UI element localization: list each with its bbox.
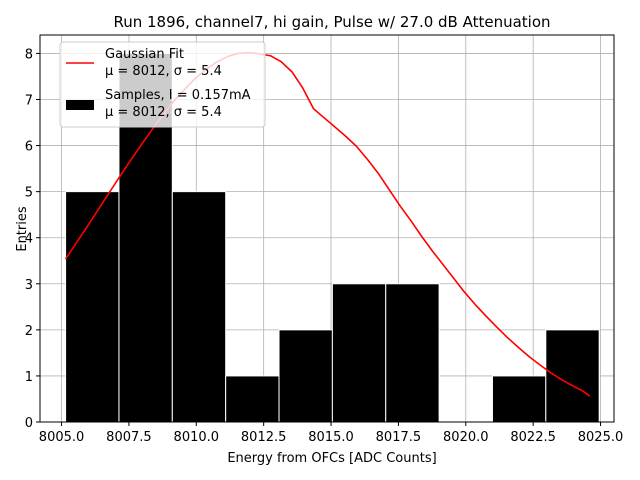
histogram-bar-9 <box>545 329 600 423</box>
legend-samples-swatch <box>66 100 94 110</box>
y-tick-label-6: 6 <box>25 140 33 155</box>
y-tick-label-2: 2 <box>25 324 33 339</box>
x-tick-label-1: 8007.5 <box>106 430 152 445</box>
histogram-bar-6 <box>385 283 440 423</box>
x-tick-label-2: 8010.0 <box>174 430 220 445</box>
legend-samples-name: Samples, I = 0.157mA <box>105 88 251 103</box>
histogram-bar-0 <box>65 191 120 423</box>
histogram-bar-3 <box>225 375 280 423</box>
y-axis-label: Entries <box>15 206 30 252</box>
legend-samples-stats: μ = 8012, σ = 5.4 <box>105 105 222 120</box>
x-tick-label-7: 8022.5 <box>510 430 556 445</box>
legend: Gaussian Fit μ = 8012, σ = 5.4 Samples, I … <box>59 41 266 128</box>
legend-box <box>59 41 266 128</box>
y-tick-label-8: 8 <box>25 47 33 62</box>
legend-fit-stats: μ = 8012, σ = 5.4 <box>105 64 222 79</box>
y-tick-label-4: 4 <box>25 232 33 247</box>
legend-fit-name: Gaussian Fit <box>105 47 184 62</box>
chart-title: Run 1896, channel7, hi gain, Pulse w/ 27… <box>113 13 550 31</box>
plot-area: 8005.0 8007.5 8010.0 8012.5 8015.0 8017.5 8020… <box>25 34 624 445</box>
y-tick-label-3: 3 <box>25 278 33 293</box>
y-tick-label-1: 1 <box>25 370 33 385</box>
histogram-bar-4 <box>278 329 333 423</box>
y-tick-label-0: 0 <box>25 416 33 431</box>
x-tick-label-4: 8015.0 <box>308 430 354 445</box>
histogram-bar-5 <box>331 283 387 423</box>
x-axis-label: Energy from OFCs [ADC Counts] <box>227 451 436 466</box>
y-tick-label-5: 5 <box>25 186 33 201</box>
axes-frame <box>39 34 615 423</box>
x-tick-label-5: 8017.5 <box>376 430 422 445</box>
x-tick-label-6: 8020.0 <box>443 430 489 445</box>
y-tick-label-7: 7 <box>25 94 33 109</box>
x-tick-label-8: 8025.0 <box>578 430 624 445</box>
x-tick-label-0: 8005.0 <box>39 430 85 445</box>
histogram-bar-8 <box>491 375 547 423</box>
x-tick-label-3: 8012.5 <box>241 430 287 445</box>
histogram-bar-2 <box>171 191 227 423</box>
gaussian-fit-line <box>64 51 591 397</box>
